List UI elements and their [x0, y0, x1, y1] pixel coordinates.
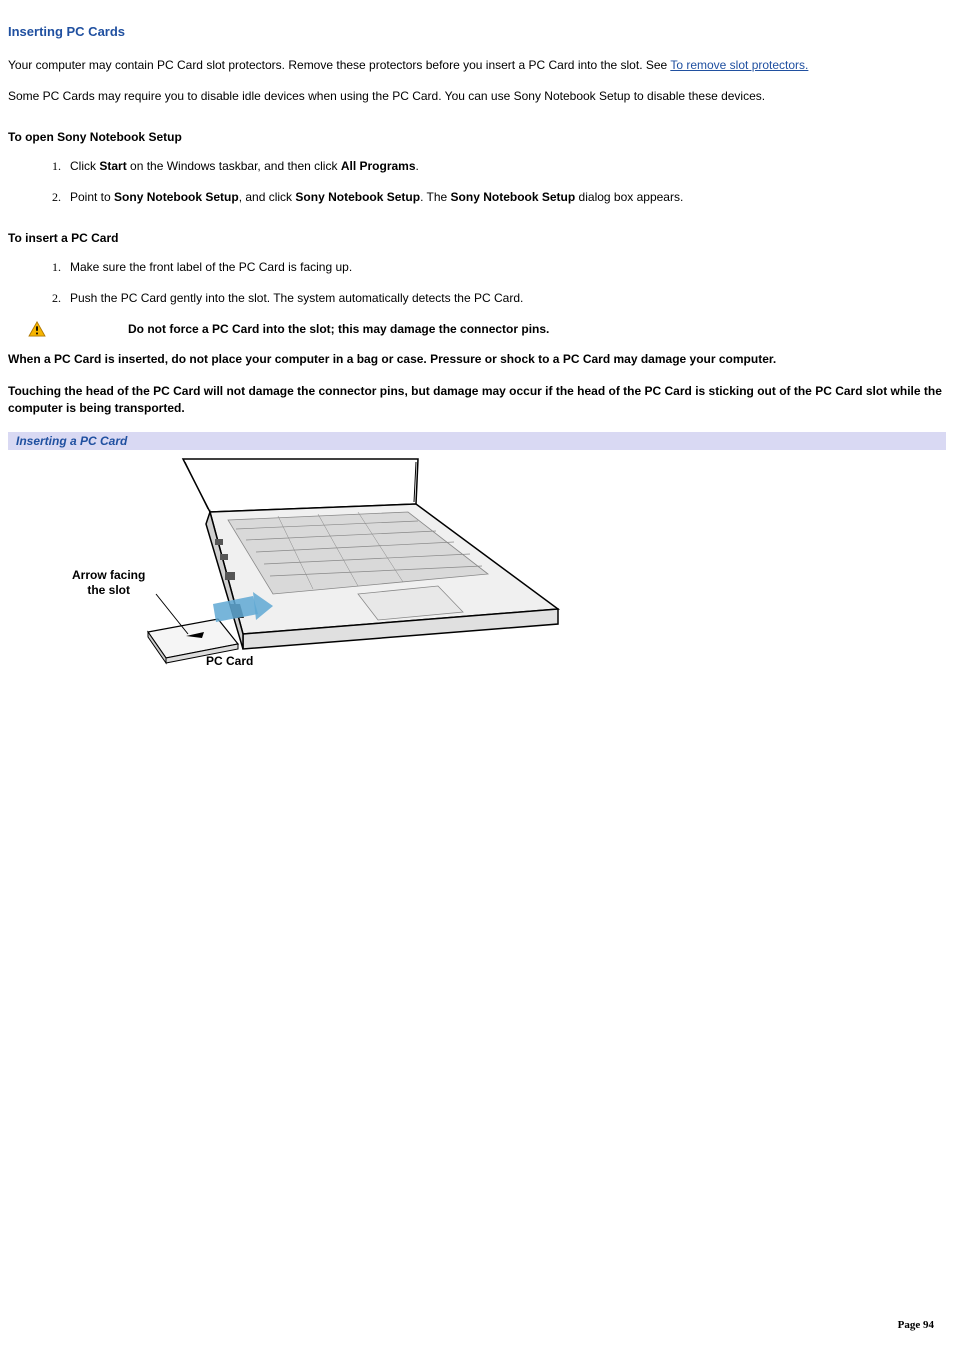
text: on the Windows taskbar, and then click	[127, 159, 341, 173]
text: the slot	[87, 583, 130, 597]
bold-text: Sony Notebook Setup	[114, 190, 239, 204]
intro-paragraph-2: Some PC Cards may require you to disable…	[8, 88, 946, 105]
list-item: Click Start on the Windows taskbar, and …	[64, 158, 946, 175]
caution-paragraph-1: When a PC Card is inserted, do not place…	[8, 351, 946, 368]
warning-row: Do not force a PC Card into the slot; th…	[8, 321, 946, 337]
text: Click	[70, 159, 99, 173]
page-title: Inserting PC Cards	[8, 24, 946, 39]
intro-paragraph-1: Your computer may contain PC Card slot p…	[8, 57, 946, 74]
text: Point to	[70, 190, 114, 204]
text: . The	[420, 190, 450, 204]
bold-text: All Programs	[341, 159, 416, 173]
bold-text: Start	[99, 159, 126, 173]
bold-text: Sony Notebook Setup	[451, 190, 576, 204]
caution-paragraph-2: Touching the head of the PC Card will no…	[8, 383, 946, 418]
bold-text: Sony Notebook Setup	[295, 190, 420, 204]
section-insert-card-heading: To insert a PC Card	[8, 231, 946, 245]
warning-text: Do not force a PC Card into the slot; th…	[128, 322, 549, 336]
open-setup-steps: Click Start on the Windows taskbar, and …	[8, 158, 946, 207]
remove-protectors-link[interactable]: To remove slot protectors.	[670, 58, 808, 72]
insert-card-steps: Make sure the front label of the PC Card…	[8, 259, 946, 308]
figure-pccard-label: PC Card	[206, 654, 253, 668]
text: , and click	[239, 190, 296, 204]
figure-title-bar: Inserting a PC Card	[8, 432, 946, 450]
figure-illustration: Arrow facing the slot PC Card	[58, 454, 598, 674]
warning-icon	[8, 321, 128, 337]
intro-text-1: Your computer may contain PC Card slot p…	[8, 58, 670, 72]
list-item: Point to Sony Notebook Setup, and click …	[64, 189, 946, 206]
list-item: Push the PC Card gently into the slot. T…	[64, 290, 946, 307]
section-open-setup-heading: To open Sony Notebook Setup	[8, 130, 946, 144]
text: dialog box appears.	[575, 190, 683, 204]
text: Arrow facing	[72, 568, 145, 582]
figure-arrow-label: Arrow facing the slot	[72, 568, 145, 599]
page-footer: Page 94	[898, 1319, 934, 1331]
list-item: Make sure the front label of the PC Card…	[64, 259, 946, 276]
text: .	[416, 159, 419, 173]
